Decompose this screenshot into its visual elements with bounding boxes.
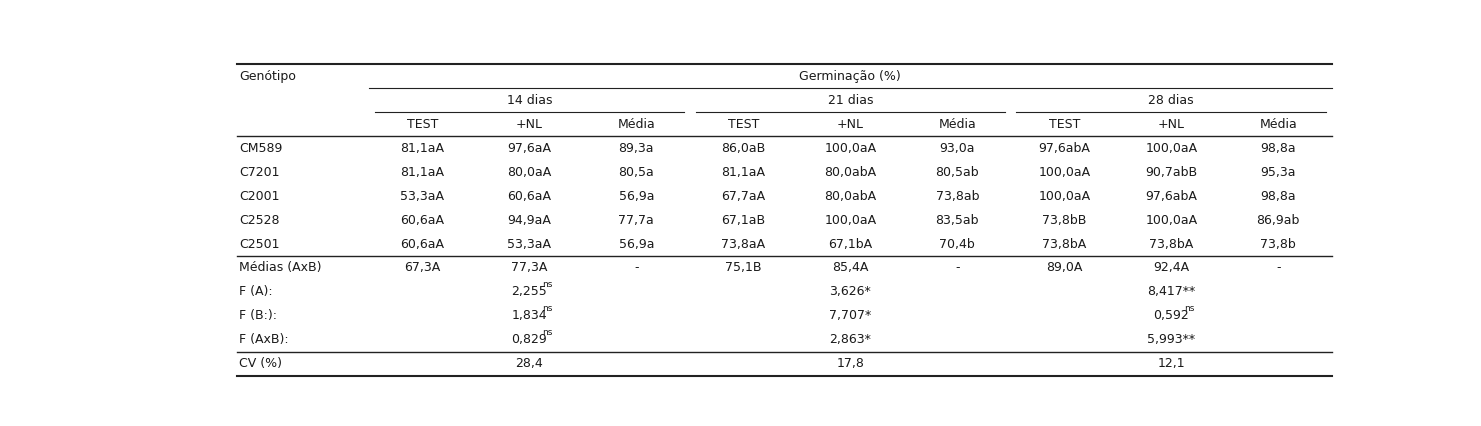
Text: 75,1B: 75,1B [726, 262, 761, 274]
Text: 77,7a: 77,7a [619, 213, 655, 227]
Text: 70,4b: 70,4b [939, 238, 974, 250]
Text: 60,6aA: 60,6aA [400, 238, 444, 250]
Text: 3,626*: 3,626* [829, 285, 871, 299]
Text: ns: ns [542, 280, 552, 289]
Text: 12,1: 12,1 [1158, 357, 1185, 370]
Text: 2,863*: 2,863* [829, 334, 871, 346]
Text: 80,0abA: 80,0abA [825, 166, 877, 178]
Text: 17,8: 17,8 [837, 357, 865, 370]
Text: 97,6aA: 97,6aA [508, 141, 551, 155]
Text: 73,8ab: 73,8ab [936, 190, 979, 203]
Text: -: - [634, 262, 638, 274]
Text: F (B:):: F (B:): [238, 309, 277, 322]
Text: F (A):: F (A): [238, 285, 273, 299]
Text: 90,7abB: 90,7abB [1145, 166, 1197, 178]
Text: 73,8aA: 73,8aA [721, 238, 766, 250]
Text: ns: ns [542, 328, 552, 337]
Text: 80,5ab: 80,5ab [936, 166, 979, 178]
Text: 100,0aA: 100,0aA [1038, 166, 1090, 178]
Text: Média: Média [939, 118, 976, 131]
Text: C7201: C7201 [238, 166, 280, 178]
Text: 5,993**: 5,993** [1148, 334, 1195, 346]
Text: Médias (AxB): Médias (AxB) [238, 262, 321, 274]
Text: C2001: C2001 [238, 190, 280, 203]
Text: 89,3a: 89,3a [619, 141, 655, 155]
Text: 83,5ab: 83,5ab [936, 213, 979, 227]
Text: Genótipo: Genótipo [238, 70, 296, 83]
Text: 60,6aA: 60,6aA [508, 190, 551, 203]
Text: 7,707*: 7,707* [829, 309, 871, 322]
Text: -: - [1277, 262, 1281, 274]
Text: ns: ns [542, 304, 552, 313]
Text: 100,0aA: 100,0aA [1038, 190, 1090, 203]
Text: 86,9ab: 86,9ab [1256, 213, 1300, 227]
Text: 67,7aA: 67,7aA [721, 190, 766, 203]
Text: 80,0aA: 80,0aA [507, 166, 551, 178]
Text: 28 dias: 28 dias [1148, 94, 1194, 106]
Text: 56,9a: 56,9a [619, 190, 655, 203]
Text: 81,1aA: 81,1aA [721, 166, 766, 178]
Text: TEST: TEST [727, 118, 758, 131]
Text: C2528: C2528 [238, 213, 280, 227]
Text: 81,1aA: 81,1aA [400, 141, 444, 155]
Text: 81,1aA: 81,1aA [400, 166, 444, 178]
Text: 1,834: 1,834 [511, 309, 546, 322]
Text: 100,0aA: 100,0aA [825, 213, 877, 227]
Text: 73,8bA: 73,8bA [1043, 238, 1087, 250]
Text: 56,9a: 56,9a [619, 238, 655, 250]
Text: 0,829: 0,829 [511, 334, 546, 346]
Text: 89,0A: 89,0A [1046, 262, 1083, 274]
Text: 77,3A: 77,3A [511, 262, 548, 274]
Text: ns: ns [1185, 304, 1195, 313]
Text: 100,0aA: 100,0aA [1145, 141, 1197, 155]
Text: +NL: +NL [515, 118, 542, 131]
Text: 73,8bB: 73,8bB [1043, 213, 1087, 227]
Text: 100,0aA: 100,0aA [825, 141, 877, 155]
Text: -: - [955, 262, 960, 274]
Text: 98,8a: 98,8a [1260, 141, 1296, 155]
Text: 80,5a: 80,5a [619, 166, 655, 178]
Text: 67,1bA: 67,1bA [828, 238, 872, 250]
Text: 97,6abA: 97,6abA [1145, 190, 1197, 203]
Text: Média: Média [618, 118, 655, 131]
Text: 86,0aB: 86,0aB [721, 141, 766, 155]
Text: 94,9aA: 94,9aA [508, 213, 551, 227]
Text: 53,3aA: 53,3aA [400, 190, 444, 203]
Text: 67,3A: 67,3A [404, 262, 440, 274]
Text: TEST: TEST [407, 118, 438, 131]
Text: 85,4A: 85,4A [832, 262, 868, 274]
Text: C2501: C2501 [238, 238, 280, 250]
Text: 97,6abA: 97,6abA [1038, 141, 1090, 155]
Text: 67,1aB: 67,1aB [721, 213, 766, 227]
Text: 93,0a: 93,0a [939, 141, 974, 155]
Text: 53,3aA: 53,3aA [508, 238, 551, 250]
Text: 28,4: 28,4 [515, 357, 544, 370]
Text: +NL: +NL [837, 118, 863, 131]
Text: 95,3a: 95,3a [1260, 166, 1296, 178]
Text: 73,8b: 73,8b [1260, 238, 1296, 250]
Text: TEST: TEST [1049, 118, 1080, 131]
Text: CV (%): CV (%) [238, 357, 281, 370]
Text: CM589: CM589 [238, 141, 283, 155]
Text: Média: Média [1259, 118, 1297, 131]
Text: 73,8bA: 73,8bA [1149, 238, 1194, 250]
Text: 80,0abA: 80,0abA [825, 190, 877, 203]
Text: +NL: +NL [1158, 118, 1185, 131]
Text: 0,592: 0,592 [1154, 309, 1189, 322]
Text: 2,255: 2,255 [511, 285, 546, 299]
Text: F (AxB):: F (AxB): [238, 334, 289, 346]
Text: 98,8a: 98,8a [1260, 190, 1296, 203]
Text: 14 dias: 14 dias [507, 94, 552, 106]
Text: 60,6aA: 60,6aA [400, 213, 444, 227]
Text: 100,0aA: 100,0aA [1145, 213, 1197, 227]
Text: 21 dias: 21 dias [828, 94, 872, 106]
Text: Germinação (%): Germinação (%) [800, 70, 900, 83]
Text: 8,417**: 8,417** [1148, 285, 1195, 299]
Text: 92,4A: 92,4A [1154, 262, 1189, 274]
